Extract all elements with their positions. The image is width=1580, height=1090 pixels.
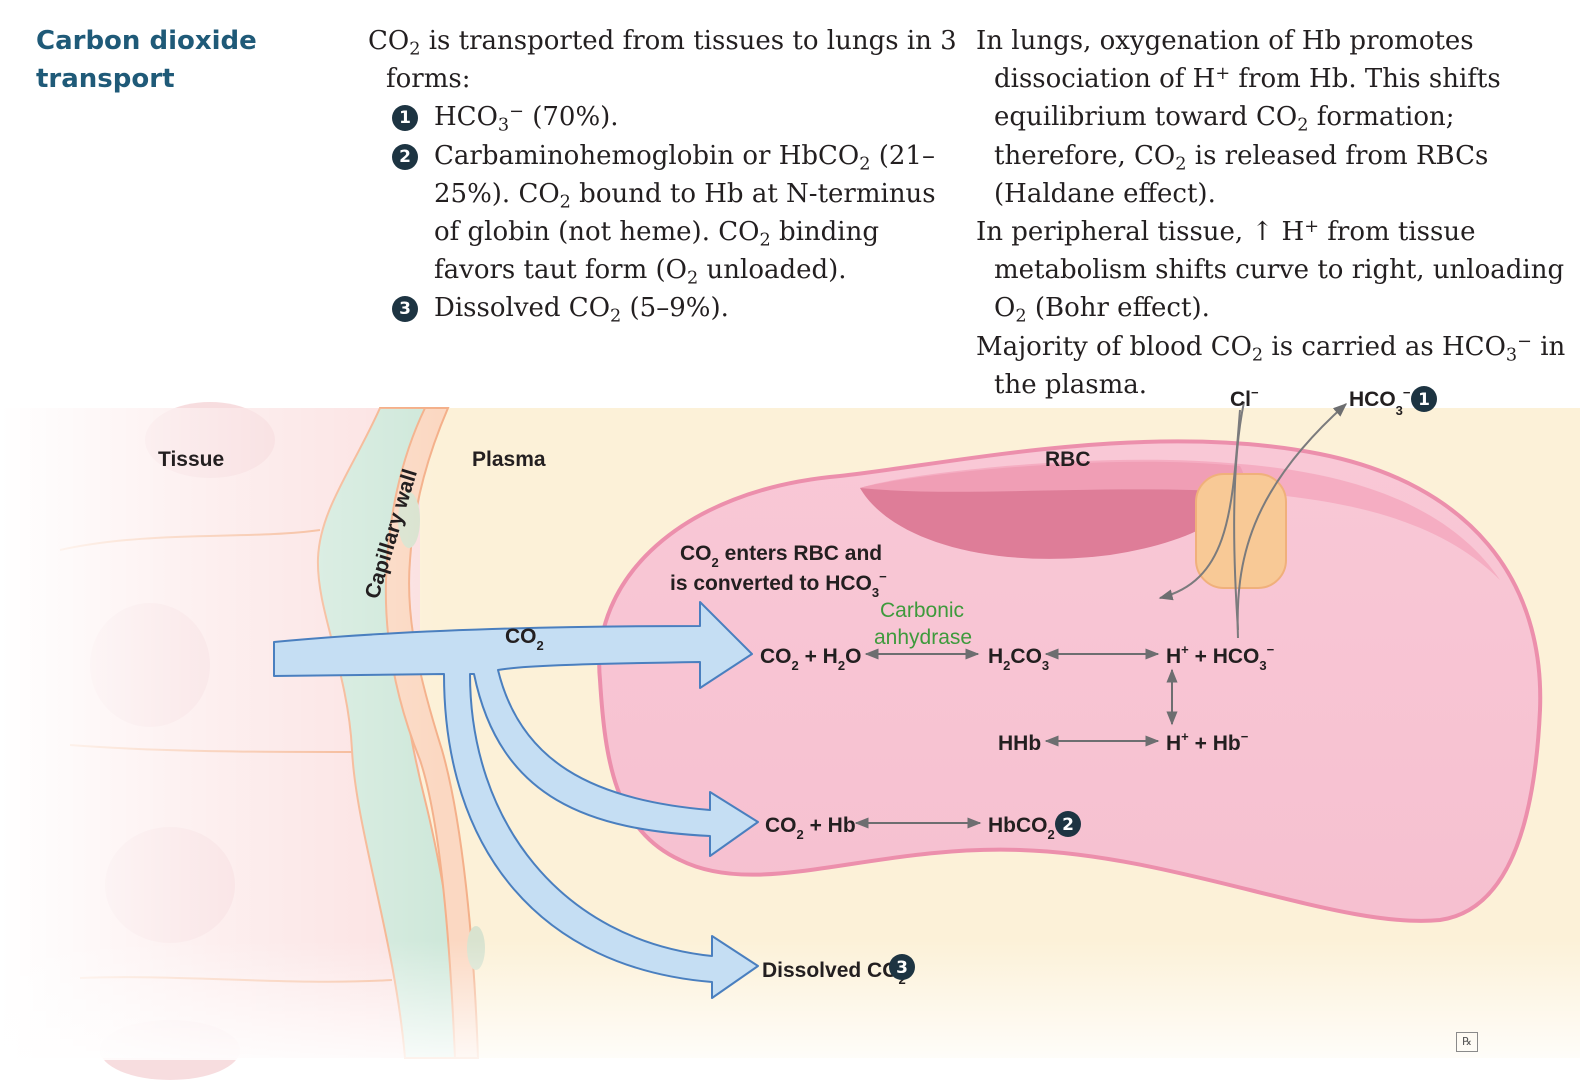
number-badge-3: 3 — [392, 296, 418, 323]
form-item-1: 1 HCO3− (70%). — [368, 98, 968, 136]
tissue-label: Tissue — [158, 448, 224, 471]
number-badge-2: 2 — [392, 143, 418, 170]
co2-transport-diagram: Tissue Capillary wall Plasma RBC Cl− HCO… — [0, 385, 1580, 1080]
reactant-co2-water: CO2 + H2O — [760, 645, 861, 673]
reduced-hemoglobin: HHb — [998, 732, 1041, 755]
majority-paragraph: Majority of blood CO2 is carried as HCO3… — [976, 331, 1566, 400]
form-item-2: 2 Carbaminohemoglobin or HbCO2 (21–25%).… — [368, 137, 968, 290]
effects-column: In lungs, oxygenation of Hb promotes dis… — [976, 22, 1566, 404]
rbc-rim-highlight — [860, 459, 1500, 580]
bottom-fade — [0, 940, 1580, 1060]
bicarbonate-out-arrow — [1236, 403, 1348, 639]
rx-logo-icon: ℞ — [1456, 1032, 1478, 1052]
rbc-label: RBC — [1045, 448, 1091, 471]
forms-column: CO2 is transported from tissues to lungs… — [368, 22, 968, 328]
bicarbonate-out-label: HCO3− — [1349, 385, 1411, 418]
co2-label: CO2 — [505, 625, 544, 653]
section-heading: Carbon dioxide transport — [36, 22, 257, 98]
forms-intro: CO2 is transported from tissues to lungs… — [368, 26, 957, 95]
chloride-bicarbonate-exchanger — [1195, 473, 1287, 589]
carbonic-acid: H2CO3 — [988, 645, 1049, 673]
co2-plus-hb: CO2 + Hb — [765, 814, 856, 842]
enzyme-label-line2: anhydrase — [874, 626, 972, 649]
number-badge-1: 1 — [392, 105, 418, 132]
badge-3 — [889, 954, 915, 980]
rbc-entry-note-line2: is converted to HCO3− — [670, 569, 887, 600]
red-blood-cell — [597, 439, 1543, 923]
chloride-in-path — [1233, 401, 1245, 631]
badge-3-number: 3 — [896, 958, 908, 978]
chloride-label: Cl− — [1230, 385, 1259, 411]
form-item-3: 3 Dissolved CO2 (5–9%). — [368, 289, 968, 327]
badge-1 — [1411, 386, 1437, 412]
hydrogen-hemoglobin: H+ + Hb− — [1166, 729, 1249, 755]
bohr-paragraph: In peripheral tissue, ↑ H+ from tissue m… — [976, 217, 1565, 328]
chloride-arrow — [1158, 409, 1241, 601]
co2-arrow-main — [273, 601, 759, 999]
plasma-label: Plasma — [472, 448, 546, 471]
badge-1-number: 1 — [1418, 390, 1430, 410]
badge-2-number: 2 — [1062, 815, 1074, 835]
rbc-entry-note-line1: CO2 enters RBC and — [680, 542, 882, 570]
reaction-arrows — [854, 648, 1178, 829]
heading-line-2: transport — [36, 64, 175, 94]
heading-line-1: Carbon dioxide — [36, 26, 257, 56]
badge-2 — [1055, 811, 1081, 837]
up-arrow-icon: ↑ — [1251, 217, 1274, 248]
haldane-paragraph: In lungs, oxygenation of Hb promotes dis… — [976, 26, 1501, 209]
hydrogen-bicarbonate: H+ + HCO3− — [1166, 642, 1275, 673]
carbaminohemoglobin: HbCO2 — [988, 814, 1055, 842]
enzyme-label-line1: Carbonic — [880, 599, 964, 622]
